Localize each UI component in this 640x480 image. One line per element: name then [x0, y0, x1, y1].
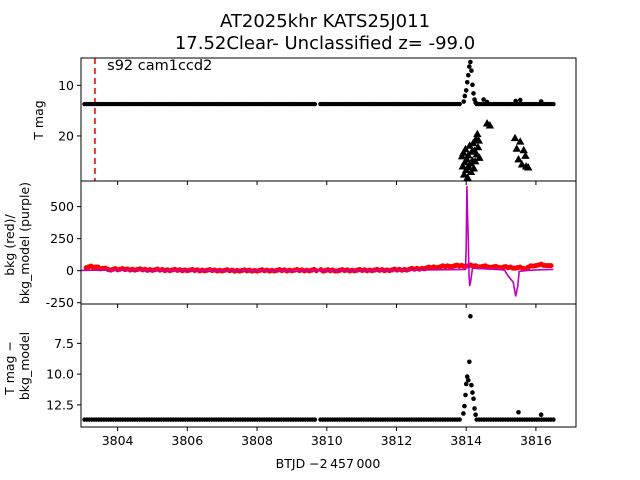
x-tick-label: 3808	[241, 433, 273, 448]
difference-y-axis-label-line-2: bkg_model	[17, 332, 32, 400]
data-point	[468, 314, 473, 319]
data-point	[312, 417, 318, 422]
y-tick-label: 0	[66, 263, 74, 278]
data-point	[471, 396, 476, 402]
upper-limit-point	[510, 133, 520, 142]
y-tick-label: 12.5	[46, 397, 74, 412]
upper-limit-point	[517, 160, 527, 168]
data-point	[464, 374, 470, 379]
upper-limit-point	[485, 121, 495, 129]
upper-limit-point	[458, 162, 467, 170]
difference-y-axis-label: T mag − bkg_model	[2, 332, 32, 400]
panel-frame	[80, 303, 577, 428]
plot-area	[82, 314, 556, 422]
data-point	[465, 377, 471, 383]
plot-area	[82, 58, 556, 181]
upper-limit-point	[468, 138, 478, 147]
data-point	[461, 99, 467, 104]
upper-limit-point	[474, 136, 483, 144]
upper-limit-point	[514, 155, 523, 163]
chart-title-line-1: AT2025khr KATS25J011	[220, 11, 430, 32]
x-axis-label: BTJD −2 457 000	[276, 456, 381, 471]
data-point	[461, 411, 466, 416]
y-tick-label: 10.0	[46, 367, 74, 382]
data-point	[457, 101, 462, 107]
data-point	[470, 82, 475, 88]
upper-limit-point	[469, 164, 479, 172]
data-point	[551, 417, 556, 422]
upper-limit-point	[461, 144, 470, 153]
data-point	[463, 381, 469, 387]
y-tick-label: 500	[50, 199, 74, 214]
y-tick-label: 7.5	[54, 336, 74, 351]
data-point	[468, 59, 473, 65]
data-point	[481, 97, 486, 102]
data-point	[463, 392, 468, 398]
background-panel: bkg (red)/ bkg_model (purple) -250 0 250 50…	[2, 180, 577, 310]
y-tick-label: -250	[46, 295, 74, 310]
data-point	[470, 390, 475, 395]
data-point	[464, 80, 470, 85]
chart-title-line-2: 17.52Clear- Unclassified z= -99.0	[175, 33, 475, 54]
background-y-axis-label-line-2: bkg_model (purple)	[17, 182, 32, 304]
background-y-axis-label: bkg (red)/ bkg_model (purple)	[2, 182, 32, 304]
upper-limit-point	[521, 151, 530, 159]
data-point	[548, 262, 554, 269]
plot-area	[81, 186, 554, 297]
panel-frame	[80, 57, 577, 182]
data-point	[484, 99, 490, 105]
data-point	[463, 88, 469, 93]
bkg-model-line	[81, 186, 554, 297]
difference-panel: T mag − bkg_model 7.5 10.0 12.5 3804 3806 380…	[2, 303, 577, 448]
data-point	[538, 99, 544, 104]
data-point	[469, 382, 474, 388]
upper-limit-point	[473, 129, 482, 138]
x-tick-label: 3814	[450, 433, 482, 448]
data-point	[513, 98, 518, 104]
difference-y-axis-label-line-1: T mag −	[2, 341, 17, 396]
data-point	[471, 91, 476, 96]
data-point	[517, 97, 523, 103]
data-point	[516, 409, 521, 415]
y-tick-label: 250	[50, 231, 74, 246]
camera-annotation: s92 cam1ccd2	[107, 58, 212, 74]
magnitude-y-axis-label: T mag	[31, 100, 46, 140]
y-tick-label: 20	[58, 128, 74, 143]
upper-limit-point	[512, 144, 521, 152]
data-point	[538, 412, 544, 418]
data-point	[457, 417, 462, 422]
magnitude-panel: s92 cam1ccd2 T mag 10 20	[31, 57, 577, 185]
data-point	[465, 72, 471, 78]
x-tick-label: 3810	[311, 433, 343, 448]
y-tick-label: 10	[58, 78, 74, 93]
upper-limit-point	[475, 153, 484, 161]
data-point	[312, 101, 318, 107]
data-point	[467, 359, 472, 365]
x-tick-label: 3806	[171, 433, 203, 448]
upper-limit-point	[471, 157, 480, 165]
upper-limit-point	[463, 173, 472, 181]
x-tick-label: 3812	[381, 433, 413, 448]
x-tick-label: 3816	[520, 433, 552, 448]
data-point	[462, 403, 467, 409]
data-point	[467, 64, 472, 69]
data-point	[473, 412, 478, 418]
data-point	[551, 101, 556, 107]
upper-limit-point	[524, 163, 533, 171]
panel-frame	[80, 180, 577, 305]
data-point	[473, 100, 478, 105]
upper-limit-point	[516, 137, 525, 145]
upper-limit-point	[462, 155, 472, 163]
upper-limit-point	[519, 145, 528, 154]
background-y-axis-label-line-1: bkg (red)/	[2, 213, 17, 275]
data-point	[469, 68, 474, 73]
x-tick-label: 3804	[102, 433, 134, 448]
upper-limit-point	[473, 142, 483, 151]
data-point	[472, 406, 477, 411]
data-point	[462, 93, 468, 99]
